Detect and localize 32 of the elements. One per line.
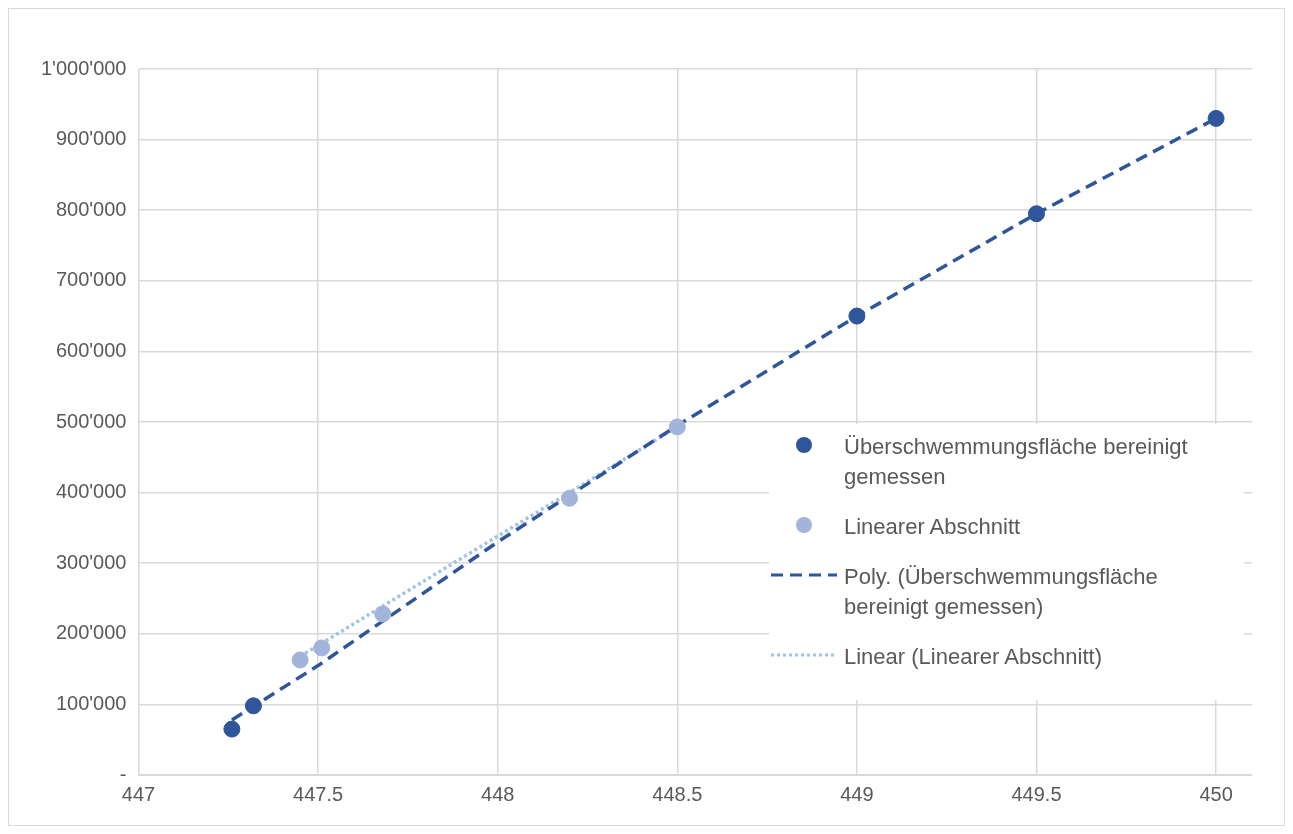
x-tick-label: 448 (481, 782, 515, 805)
x-tick-label: 447.5 (293, 782, 344, 805)
legend-label: Linear (Linearer Abschnitt) (844, 643, 1104, 671)
y-tick-label: 500'000 (55, 409, 127, 432)
y-tick-label: - (119, 762, 127, 785)
point (223, 720, 241, 738)
legend-label: Linearer Abschnitt (844, 513, 1022, 541)
y-tick-label: 900'000 (55, 127, 127, 150)
y-tick-label: 600'000 (55, 338, 127, 361)
y-tick-label: 400'000 (55, 480, 127, 503)
legend-label: Überschwemmungsfläche bereinigt gemessen (844, 433, 1189, 491)
point (244, 697, 262, 715)
x-tick-label: 449 (840, 782, 874, 805)
point (668, 418, 686, 436)
point (1027, 205, 1045, 223)
point (374, 605, 392, 623)
y-tick-label: 200'000 (55, 621, 127, 644)
x-tick-label: 450 (1199, 782, 1233, 805)
point (313, 639, 331, 657)
point (848, 307, 866, 325)
point (561, 489, 579, 507)
y-tick-label: 700'000 (55, 268, 127, 291)
point (1207, 109, 1225, 127)
x-tick-label: 447 (121, 782, 156, 805)
x-tick-label: 448.5 (652, 782, 703, 805)
x-tick-label: 449.5 (1011, 782, 1062, 805)
y-tick-label: 800'000 (55, 197, 127, 220)
legend-label: Poly. (Überschwemmungsfläche bereinigt gemessen) (844, 563, 1159, 621)
y-tick-label: 100'000 (55, 691, 127, 714)
y-tick-label: 1'000'000 (41, 56, 127, 79)
y-tick-label: 300'000 (55, 550, 127, 573)
point (291, 651, 309, 669)
